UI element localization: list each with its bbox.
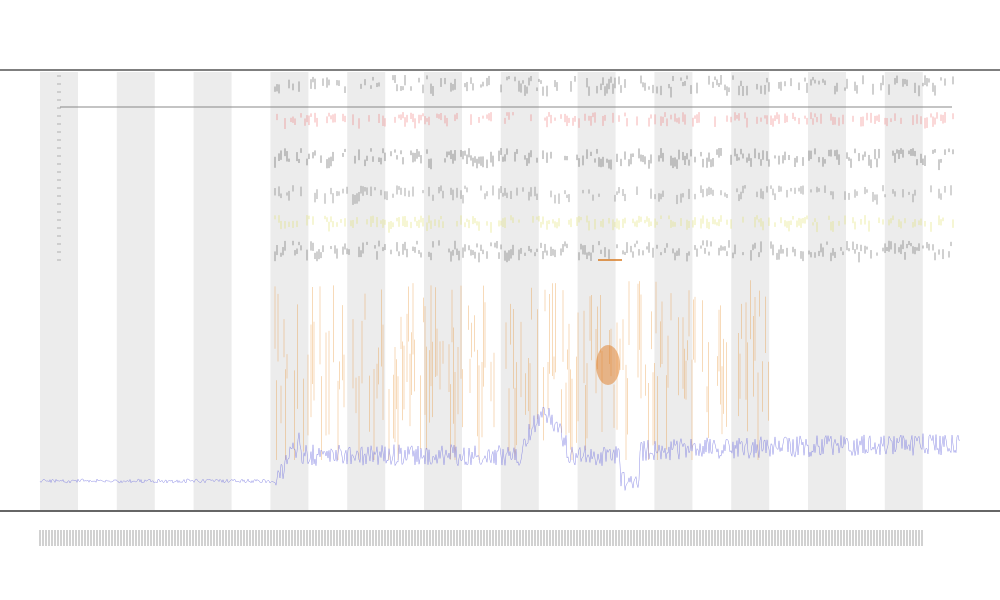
orange-blob: [596, 345, 620, 385]
track-layer: [57, 75, 954, 265]
shade-band: [577, 72, 616, 510]
blue-trace: [39, 406, 961, 491]
shade-band: [116, 72, 155, 510]
shade-band: [424, 72, 462, 510]
shade-band: [884, 72, 923, 510]
shade-band: [40, 72, 78, 510]
shade-band: [654, 72, 693, 510]
x-label-strip: [39, 530, 923, 546]
band-layer: [40, 72, 923, 510]
shade-band: [808, 72, 846, 510]
shade-band: [347, 72, 386, 510]
shade-band: [193, 72, 232, 510]
shade-band: [500, 72, 539, 510]
trace-layer: [39, 280, 961, 491]
shade-band: [270, 72, 309, 510]
